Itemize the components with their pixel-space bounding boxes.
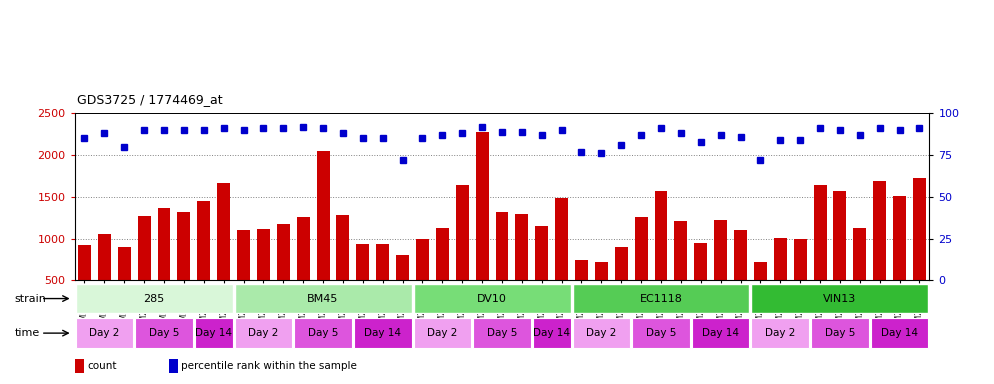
Text: count: count bbox=[87, 361, 117, 371]
Text: Day 14: Day 14 bbox=[364, 328, 402, 338]
Text: Day 14: Day 14 bbox=[881, 328, 918, 338]
Bar bbox=[794, 238, 807, 322]
Bar bbox=[632, 318, 690, 348]
Bar bbox=[354, 318, 412, 348]
Bar bbox=[871, 318, 928, 348]
Bar bbox=[516, 214, 529, 322]
Bar bbox=[158, 208, 171, 322]
Text: VIN13: VIN13 bbox=[823, 293, 857, 304]
Bar bbox=[436, 228, 449, 322]
Bar bbox=[198, 201, 211, 322]
Bar bbox=[913, 179, 926, 322]
Bar bbox=[76, 284, 233, 313]
Bar bbox=[754, 262, 767, 322]
Bar bbox=[476, 132, 489, 322]
Bar bbox=[118, 247, 131, 322]
Text: Day 2: Day 2 bbox=[427, 328, 457, 338]
Bar bbox=[297, 217, 310, 322]
Text: Day 14: Day 14 bbox=[533, 328, 571, 338]
Bar bbox=[98, 234, 111, 322]
Bar bbox=[556, 198, 569, 322]
Bar bbox=[178, 212, 191, 322]
Bar bbox=[536, 226, 549, 322]
Bar bbox=[695, 243, 708, 322]
Text: Day 5: Day 5 bbox=[825, 328, 855, 338]
Text: GDS3725 / 1774469_at: GDS3725 / 1774469_at bbox=[77, 93, 223, 106]
Bar bbox=[169, 359, 178, 373]
Text: Day 14: Day 14 bbox=[702, 328, 740, 338]
Bar bbox=[75, 359, 83, 373]
Bar bbox=[675, 221, 688, 322]
Bar bbox=[135, 318, 193, 348]
Bar bbox=[573, 318, 630, 348]
Bar bbox=[533, 318, 571, 348]
Bar bbox=[576, 260, 588, 322]
Text: 285: 285 bbox=[143, 293, 165, 304]
Bar bbox=[414, 318, 471, 348]
Bar bbox=[414, 284, 571, 313]
Bar bbox=[235, 284, 412, 313]
Bar bbox=[854, 228, 867, 322]
Text: Day 14: Day 14 bbox=[195, 328, 233, 338]
Bar bbox=[473, 318, 531, 348]
Bar bbox=[235, 318, 292, 348]
Bar bbox=[78, 245, 91, 322]
Bar bbox=[595, 262, 608, 322]
Bar bbox=[195, 318, 233, 348]
Bar bbox=[715, 220, 728, 322]
Bar bbox=[751, 318, 809, 348]
Bar bbox=[377, 244, 390, 322]
Bar bbox=[137, 216, 151, 322]
Text: strain: strain bbox=[15, 293, 47, 304]
Bar bbox=[573, 284, 749, 313]
Bar bbox=[218, 184, 231, 322]
Text: percentile rank within the sample: percentile rank within the sample bbox=[182, 361, 357, 371]
Text: time: time bbox=[15, 328, 40, 338]
Text: Day 2: Day 2 bbox=[248, 328, 278, 338]
Bar bbox=[357, 244, 370, 322]
Bar bbox=[294, 318, 352, 348]
Text: Day 5: Day 5 bbox=[487, 328, 517, 338]
Bar bbox=[635, 217, 648, 322]
Bar bbox=[456, 185, 469, 322]
Text: Day 5: Day 5 bbox=[308, 328, 338, 338]
Bar bbox=[615, 247, 628, 322]
Bar bbox=[277, 224, 290, 322]
Bar bbox=[496, 212, 509, 322]
Bar bbox=[894, 196, 907, 322]
Bar bbox=[337, 215, 350, 322]
Text: BM45: BM45 bbox=[307, 293, 339, 304]
Text: DV10: DV10 bbox=[477, 293, 507, 304]
Text: Day 5: Day 5 bbox=[149, 328, 179, 338]
Text: EC1118: EC1118 bbox=[639, 293, 683, 304]
Bar bbox=[811, 318, 869, 348]
Text: Day 5: Day 5 bbox=[646, 328, 676, 338]
Bar bbox=[735, 230, 747, 322]
Text: Day 2: Day 2 bbox=[765, 328, 795, 338]
Bar bbox=[317, 151, 330, 322]
Text: Day 2: Day 2 bbox=[586, 328, 616, 338]
Bar bbox=[76, 318, 133, 348]
Bar bbox=[834, 191, 847, 322]
Bar bbox=[814, 185, 827, 322]
Bar bbox=[416, 238, 429, 322]
Bar bbox=[257, 229, 270, 322]
Bar bbox=[774, 238, 787, 322]
Text: Day 2: Day 2 bbox=[89, 328, 119, 338]
Bar bbox=[397, 255, 410, 322]
Bar bbox=[238, 230, 250, 322]
Bar bbox=[874, 181, 887, 322]
Bar bbox=[692, 318, 749, 348]
Bar bbox=[655, 191, 668, 322]
Bar bbox=[751, 284, 928, 313]
